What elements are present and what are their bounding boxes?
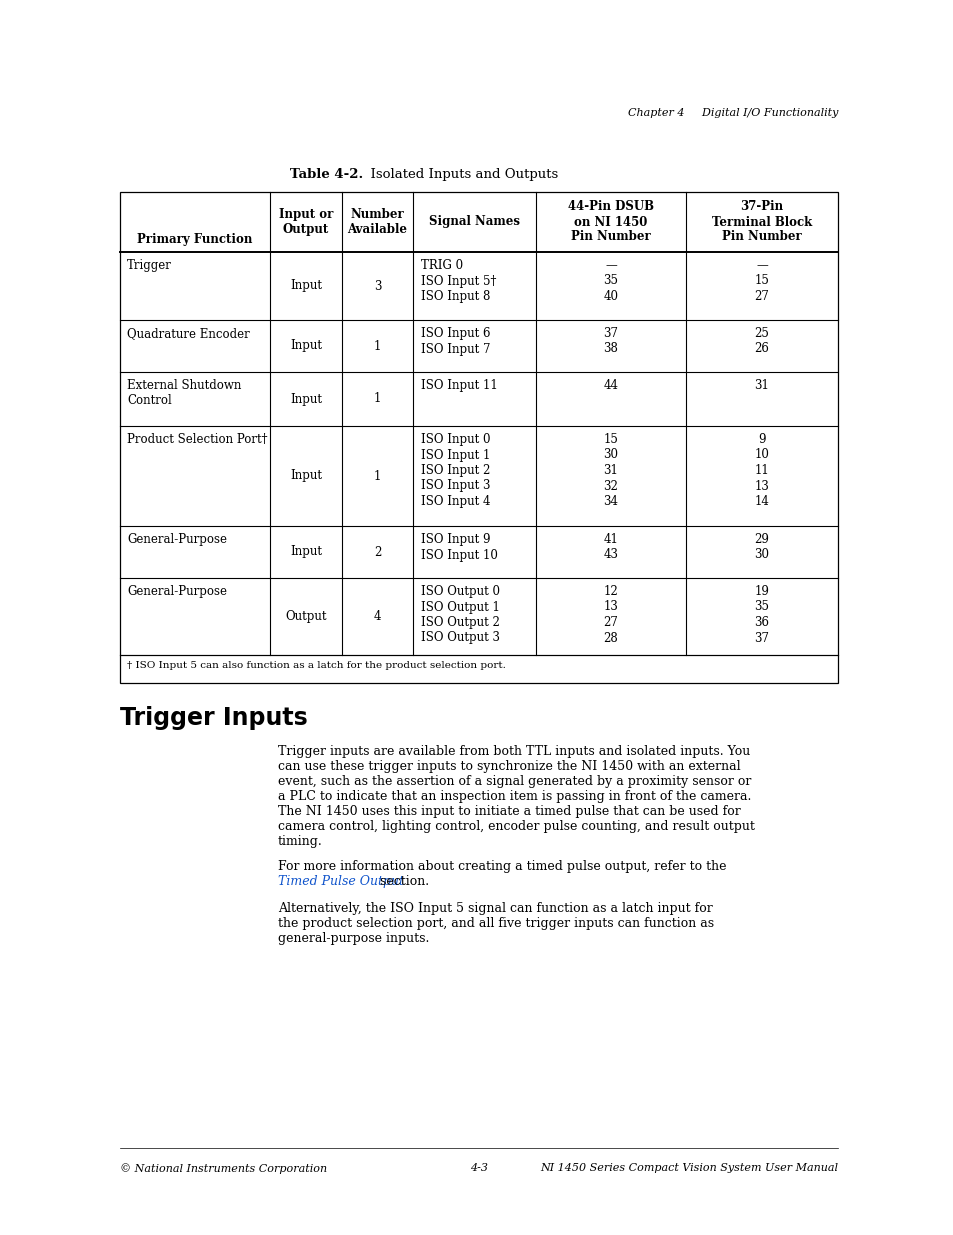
Text: 38: 38	[603, 342, 618, 356]
Text: the product selection port, and all five trigger inputs can function as: the product selection port, and all five…	[277, 918, 714, 930]
Text: Trigger inputs are available from both TTL inputs and isolated inputs. You: Trigger inputs are available from both T…	[277, 745, 749, 758]
Text: 37: 37	[603, 327, 618, 340]
Text: 35: 35	[754, 600, 769, 614]
Text: 44: 44	[603, 379, 618, 391]
Text: 15: 15	[754, 274, 769, 288]
Text: 40: 40	[603, 290, 618, 303]
Text: External Shutdown
Control: External Shutdown Control	[127, 379, 241, 408]
Text: 10: 10	[754, 448, 769, 462]
Text: 2: 2	[374, 546, 381, 558]
Text: 32: 32	[603, 479, 618, 493]
Text: Input: Input	[290, 393, 322, 405]
Text: 31: 31	[603, 464, 618, 477]
Text: 26: 26	[754, 342, 769, 356]
Text: 34: 34	[603, 495, 618, 508]
Text: General-Purpose: General-Purpose	[127, 534, 227, 546]
Text: 37-Pin
Terminal Block
Pin Number: 37-Pin Terminal Block Pin Number	[711, 200, 811, 243]
Text: —: —	[756, 259, 767, 272]
Text: ISO Input 8: ISO Input 8	[420, 290, 490, 303]
Text: —: —	[604, 259, 617, 272]
Text: Input or
Output: Input or Output	[278, 207, 333, 236]
Text: 1: 1	[374, 340, 381, 352]
Text: ISO Input 1: ISO Input 1	[420, 448, 490, 462]
Text: ISO Output 3: ISO Output 3	[420, 631, 499, 645]
Text: 41: 41	[603, 534, 618, 546]
Text: ISO Input 10: ISO Input 10	[420, 548, 497, 562]
Text: 9: 9	[758, 433, 765, 446]
Text: 25: 25	[754, 327, 769, 340]
Text: 15: 15	[603, 433, 618, 446]
Text: Input: Input	[290, 469, 322, 483]
Text: Trigger Inputs: Trigger Inputs	[120, 706, 308, 730]
Text: 12: 12	[603, 585, 618, 598]
Text: Product Selection Port†: Product Selection Port†	[127, 433, 267, 446]
Text: section.: section.	[375, 876, 429, 888]
Text: 4: 4	[374, 610, 381, 622]
Text: Input: Input	[290, 546, 322, 558]
Text: Trigger: Trigger	[127, 259, 172, 272]
Text: general-purpose inputs.: general-purpose inputs.	[277, 932, 429, 945]
Text: 30: 30	[603, 448, 618, 462]
Text: © National Instruments Corporation: © National Instruments Corporation	[120, 1163, 327, 1173]
Text: 4-3: 4-3	[470, 1163, 488, 1173]
Text: 36: 36	[754, 616, 769, 629]
Text: ISO Output 0: ISO Output 0	[420, 585, 499, 598]
Text: Output: Output	[285, 610, 327, 622]
Text: 35: 35	[603, 274, 618, 288]
Text: 27: 27	[754, 290, 769, 303]
Text: ISO Input 0: ISO Input 0	[420, 433, 490, 446]
Text: NI 1450 Series Compact Vision System User Manual: NI 1450 Series Compact Vision System Use…	[539, 1163, 837, 1173]
Text: 3: 3	[374, 279, 381, 293]
Text: 13: 13	[603, 600, 618, 614]
Text: ISO Output 2: ISO Output 2	[420, 616, 499, 629]
Text: Chapter 4     Digital I/O Functionality: Chapter 4 Digital I/O Functionality	[627, 107, 838, 119]
Text: a PLC to indicate that an inspection item is passing in front of the camera.: a PLC to indicate that an inspection ite…	[277, 790, 751, 803]
Text: 14: 14	[754, 495, 769, 508]
Text: 27: 27	[603, 616, 618, 629]
Text: 11: 11	[754, 464, 768, 477]
Text: 29: 29	[754, 534, 769, 546]
Text: For more information about creating a timed pulse output, refer to the: For more information about creating a ti…	[277, 860, 726, 873]
Text: ISO Input 2: ISO Input 2	[420, 464, 490, 477]
Text: ISO Input 3: ISO Input 3	[420, 479, 490, 493]
Text: Isolated Inputs and Outputs: Isolated Inputs and Outputs	[361, 168, 558, 182]
Text: ISO Input 6: ISO Input 6	[420, 327, 490, 340]
Text: Signal Names: Signal Names	[429, 215, 519, 228]
Text: ISO Input 9: ISO Input 9	[420, 534, 490, 546]
Text: Input: Input	[290, 279, 322, 293]
Text: event, such as the assertion of a signal generated by a proximity sensor or: event, such as the assertion of a signal…	[277, 776, 751, 788]
Text: † ISO Input 5 can also function as a latch for the product selection port.: † ISO Input 5 can also function as a lat…	[127, 661, 505, 671]
Text: 43: 43	[603, 548, 618, 562]
Text: 13: 13	[754, 479, 769, 493]
Text: Alternatively, the ISO Input 5 signal can function as a latch input for: Alternatively, the ISO Input 5 signal ca…	[277, 902, 712, 915]
Text: ISO Input 11: ISO Input 11	[420, 379, 497, 391]
Text: Primary Function: Primary Function	[137, 233, 253, 246]
Text: 37: 37	[754, 631, 769, 645]
Text: Quadrature Encoder: Quadrature Encoder	[127, 327, 250, 340]
Text: timing.: timing.	[277, 835, 322, 848]
Text: Timed Pulse Output: Timed Pulse Output	[277, 876, 403, 888]
Text: ISO Input 5†: ISO Input 5†	[420, 274, 496, 288]
Text: General-Purpose: General-Purpose	[127, 585, 227, 598]
Text: can use these trigger inputs to synchronize the NI 1450 with an external: can use these trigger inputs to synchron…	[277, 760, 740, 773]
Text: TRIG 0: TRIG 0	[420, 259, 462, 272]
Text: ISO Input 4: ISO Input 4	[420, 495, 490, 508]
Text: 30: 30	[754, 548, 769, 562]
Text: 1: 1	[374, 469, 381, 483]
Text: Input: Input	[290, 340, 322, 352]
Text: 28: 28	[603, 631, 618, 645]
Text: 1: 1	[374, 393, 381, 405]
Text: camera control, lighting control, encoder pulse counting, and result output: camera control, lighting control, encode…	[277, 820, 754, 832]
Text: The NI 1450 uses this input to initiate a timed pulse that can be used for: The NI 1450 uses this input to initiate …	[277, 805, 740, 818]
Bar	[120, 191, 837, 683]
Text: Table 4-2.: Table 4-2.	[290, 168, 363, 182]
Text: ISO Output 1: ISO Output 1	[420, 600, 499, 614]
Text: Number
Available: Number Available	[347, 207, 407, 236]
Text: 44-Pin DSUB
on NI 1450
Pin Number: 44-Pin DSUB on NI 1450 Pin Number	[567, 200, 654, 243]
Text: 31: 31	[754, 379, 769, 391]
Text: ISO Input 7: ISO Input 7	[420, 342, 490, 356]
Text: 19: 19	[754, 585, 769, 598]
